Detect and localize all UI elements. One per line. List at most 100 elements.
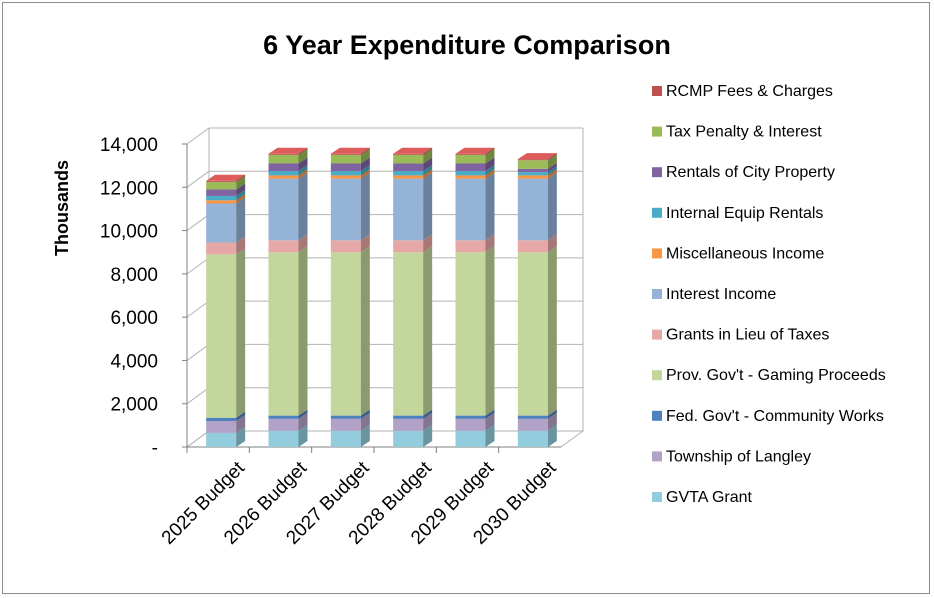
bar-top — [206, 174, 246, 181]
bar-side — [547, 153, 557, 161]
legend-item: GVTA Grant — [652, 489, 753, 506]
bar-side — [423, 412, 433, 431]
bar-side — [236, 236, 246, 255]
legend-swatch — [652, 329, 662, 340]
legend-swatch — [652, 451, 662, 462]
bar-front — [517, 159, 548, 161]
bar-front — [206, 181, 237, 190]
bar-side — [423, 172, 433, 241]
bar-side — [423, 246, 433, 416]
bar-front — [455, 418, 486, 431]
bar-stack — [517, 153, 557, 447]
y-tick-label: 10,000 — [100, 222, 158, 243]
bar-segment — [330, 148, 370, 164]
bar-front — [268, 240, 299, 253]
bar-side — [485, 165, 495, 176]
bar-front — [268, 154, 299, 164]
legend-swatch — [652, 492, 662, 502]
bar-side — [236, 189, 246, 201]
bar-segment — [517, 412, 557, 431]
bar-segment — [455, 148, 495, 164]
bar-front — [330, 252, 361, 416]
bar-front — [330, 153, 361, 155]
bar-side — [547, 169, 557, 179]
bar-side — [298, 172, 308, 241]
bar-front — [455, 163, 486, 172]
bar-segment — [268, 147, 308, 155]
bar-front — [268, 175, 299, 179]
bar-front — [330, 171, 361, 176]
bar-side — [236, 194, 246, 204]
bar-top — [455, 147, 495, 154]
legend-label: Internal Equip Rentals — [666, 205, 823, 222]
y-tick-label: 6,000 — [110, 308, 158, 329]
y-tick-label: 8,000 — [110, 265, 158, 286]
bar-front — [517, 168, 548, 173]
bar-front — [393, 154, 424, 164]
bar-front — [268, 153, 299, 155]
bar-front — [330, 175, 361, 179]
bar-front — [517, 252, 548, 416]
bar-front — [330, 178, 361, 241]
legend-item: Miscellaneous Income — [652, 245, 824, 262]
bar-segment — [393, 172, 433, 241]
legend-swatch — [652, 167, 662, 178]
bar-segment — [455, 409, 495, 419]
bar-side — [236, 248, 246, 418]
bar-front — [206, 432, 237, 447]
bar-front — [268, 418, 299, 431]
bar-front — [393, 175, 424, 179]
bar-top — [517, 153, 557, 160]
bar-side — [547, 409, 557, 419]
bar-side — [423, 147, 433, 155]
bar-segment — [330, 157, 370, 172]
bar-front — [455, 154, 486, 164]
bar-side — [547, 424, 557, 447]
bar-stack — [206, 174, 246, 447]
bar-side — [298, 157, 308, 172]
bar-segment — [393, 148, 433, 164]
bar-side — [485, 424, 495, 447]
bar-side — [298, 246, 308, 416]
bar-side — [547, 162, 557, 173]
bar-stack — [393, 147, 433, 447]
bar-front — [455, 240, 486, 253]
bar-front — [268, 163, 299, 172]
bar-segment — [455, 412, 495, 431]
bar-front — [455, 171, 486, 176]
bar-front — [330, 415, 361, 419]
bar-side — [547, 246, 557, 416]
bar-front — [206, 200, 237, 204]
legend-label: Prov. Gov't - Gaming Proceeds — [666, 367, 886, 384]
bar-stack — [268, 147, 308, 447]
y-tick-label: - — [152, 438, 158, 459]
bar-side — [485, 147, 495, 155]
legend-label: Miscellaneous Income — [666, 245, 824, 262]
bar-segment — [268, 246, 308, 416]
bar-side — [298, 148, 308, 164]
bar-segment — [393, 424, 433, 447]
bar-side — [360, 409, 370, 419]
bar-front — [393, 240, 424, 253]
bar-segment — [517, 154, 557, 169]
bar-side — [236, 197, 246, 243]
grid-line-side — [186, 344, 210, 361]
bar-segment — [517, 409, 557, 419]
legend-label: RCMP Fees & Charges — [666, 83, 833, 100]
bar-segment — [330, 409, 370, 419]
y-axis-label: Thousands — [52, 160, 72, 256]
bar-side — [298, 147, 308, 155]
legend-label: Grants in Lieu of Taxes — [666, 327, 829, 344]
bar-segment — [393, 169, 433, 179]
bar-segment — [206, 197, 246, 243]
bar-side — [360, 424, 370, 447]
bar-side — [360, 147, 370, 155]
bar-segment — [517, 169, 557, 179]
bar-side — [298, 169, 308, 179]
legend-item: Tax Penalty & Interest — [652, 124, 822, 141]
bar-front — [517, 430, 548, 447]
bar-side — [360, 172, 370, 241]
bar-side — [360, 412, 370, 431]
